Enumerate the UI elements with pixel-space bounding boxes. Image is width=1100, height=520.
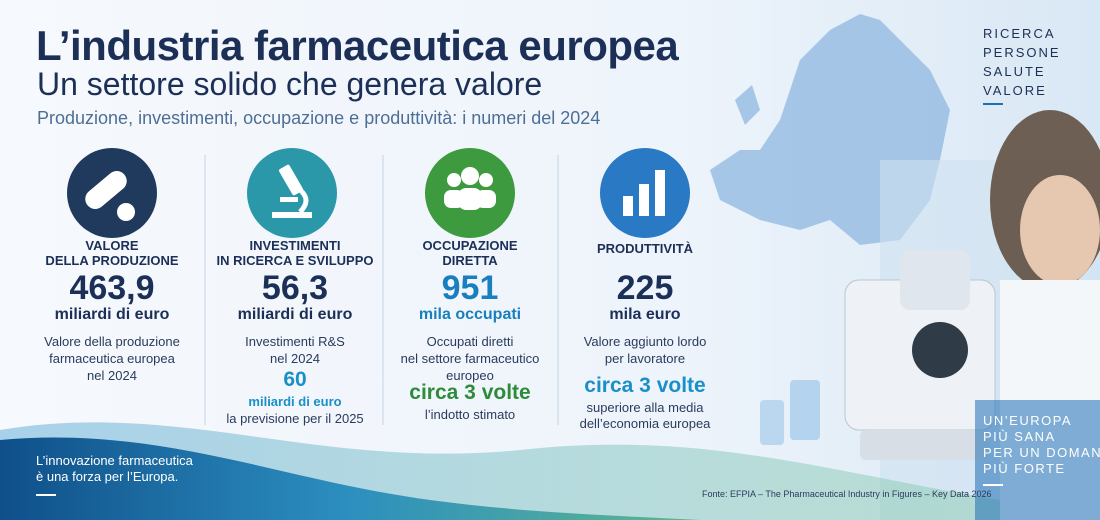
column-label: OCCUPAZIONE [422,238,518,253]
tagline: Produzione, investimenti, occupazione e … [37,108,601,128]
column-highlight-note: superiore alla media [586,400,704,415]
column-label: DIRETTA [442,253,498,268]
column-description: Investimenti R&S [245,334,345,349]
icon-microscope [247,148,337,238]
column-value: 951 [441,269,499,307]
column-highlight-unit: miliardi di euro [248,394,342,409]
column-highlight-note: dell’economia europea [579,416,711,431]
footer-text: è una forza per l’Europa. [36,469,179,484]
side-word: SALUTE [983,64,1046,79]
slogan-line: PIÙ FORTE [983,461,1066,476]
column-highlight: circa 3 volte [409,381,531,404]
column-unit: miliardi di euro [237,306,353,323]
column-unit: miliardi di euro [54,306,170,323]
slogan-line: PER UN DOMANI [983,445,1100,460]
column-description: nel settore farmaceutico [400,351,540,366]
source: Fonte: EFPIA – The Pharmaceutical Indust… [702,489,992,499]
column-highlight: 60 [283,368,307,391]
column-unit: mila euro [609,306,681,323]
column-value: 225 [616,269,674,307]
column-label: DELLA PRODUZIONE [45,253,179,268]
column-label: IN RICERCA E SVILUPPO [216,253,374,268]
side-word: RICERCA [983,26,1056,41]
column-highlight-note: l’indotto stimato [424,407,516,422]
column-description: farmaceutica europea [49,351,175,366]
column-label: INVESTIMENTI [249,238,341,253]
column-highlight: circa 3 volte [584,374,706,397]
slogan-line: PIÙ SANA [983,429,1056,444]
column-description: nel 2024 [270,351,320,366]
column-description: Valore della produzione [44,334,180,349]
slogan-line: UN’EUROPA [983,413,1073,428]
title: L’industria farmaceutica europea [36,22,679,69]
column-description: Occupati diretti [426,334,514,349]
column-description: Valore aggiunto lordo [583,334,707,349]
column-value: 56,3 [261,269,329,307]
side-word: VALORE [983,83,1047,98]
column-highlight-note: la previsione per il 2025 [226,411,364,426]
column-label: PRODUTTIVITÀ [596,241,694,256]
side-word: PERSONE [983,45,1061,60]
column-description: nel 2024 [87,368,137,383]
column-label: VALORE [85,238,139,253]
icon-people [425,148,515,238]
icon-pills [67,148,157,238]
column-description: per lavoratore [604,351,686,366]
subtitle: Un settore solido che genera valore [37,66,543,102]
footer-text: L’innovazione farmaceutica [36,453,193,468]
column-unit: mila occupati [418,306,522,323]
icon-bars [600,148,690,238]
column-value: 463,9 [69,269,155,307]
column-description: europeo [446,368,494,383]
